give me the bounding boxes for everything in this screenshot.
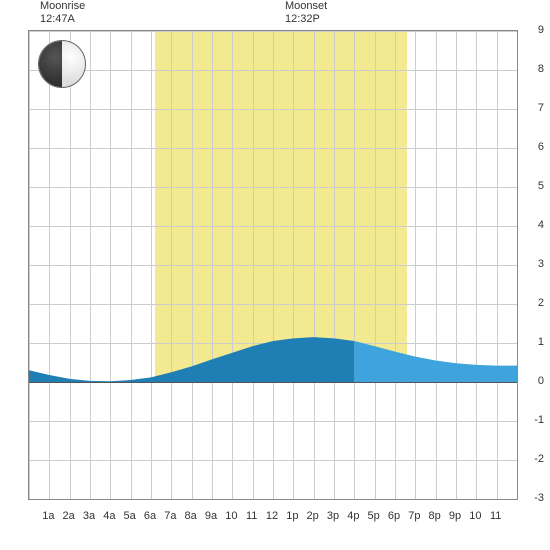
moonset-label: Moonset 12:32P xyxy=(285,0,327,26)
y-tick-label: 3 xyxy=(538,258,544,270)
moonrise-caption: Moonrise xyxy=(40,0,85,12)
x-tick-label: 8a xyxy=(185,510,197,522)
x-tick-label: 4a xyxy=(103,510,115,522)
x-tick-label: 11 xyxy=(490,510,501,522)
y-tick-label: 8 xyxy=(538,63,544,75)
tide-curve xyxy=(29,31,517,499)
moon-light-side xyxy=(62,41,85,87)
moonrise-time: 12:47A xyxy=(40,13,75,25)
x-tick-label: 2p xyxy=(307,510,319,522)
y-tick-label: 2 xyxy=(538,297,544,309)
x-tick-label: 7a xyxy=(164,510,176,522)
x-tick-label: 2a xyxy=(63,510,75,522)
moonset-time: 12:32P xyxy=(285,13,320,25)
y-tick-label: 5 xyxy=(538,180,544,192)
x-tick-label: 9a xyxy=(205,510,217,522)
x-tick-label: 1p xyxy=(286,510,298,522)
x-tick-label: 11 xyxy=(246,510,257,522)
x-tick-label: 12 xyxy=(266,510,278,522)
y-tick-label: 1 xyxy=(538,336,544,348)
moonset-caption: Moonset xyxy=(285,0,327,12)
zero-line xyxy=(29,382,517,383)
x-tick-label: 5p xyxy=(368,510,380,522)
x-tick-label: 10 xyxy=(225,510,237,522)
y-tick-label: -3 xyxy=(534,492,544,504)
grid-line-vertical xyxy=(517,31,518,499)
x-tick-label: 3p xyxy=(327,510,339,522)
x-tick-label: 8p xyxy=(429,510,441,522)
x-tick-label: 5a xyxy=(124,510,136,522)
moon-phase-icon xyxy=(38,40,86,88)
tide-chart-container: Moonrise 12:47A Moonset 12:32P -3-2-1012… xyxy=(0,0,550,550)
x-tick-label: 4p xyxy=(347,510,359,522)
grid-line-horizontal xyxy=(29,499,517,500)
x-tick-label: 3a xyxy=(83,510,95,522)
y-tick-label: 6 xyxy=(538,141,544,153)
moonrise-label: Moonrise 12:47A xyxy=(40,0,85,26)
y-tick-label: -2 xyxy=(534,453,544,465)
y-tick-label: 7 xyxy=(538,102,544,114)
x-tick-label: 1a xyxy=(42,510,54,522)
y-tick-label: 9 xyxy=(538,24,544,36)
x-tick-label: 6a xyxy=(144,510,156,522)
y-tick-label: 4 xyxy=(538,219,544,231)
x-tick-label: 10 xyxy=(469,510,481,522)
x-tick-label: 6p xyxy=(388,510,400,522)
x-tick-label: 7p xyxy=(408,510,420,522)
y-tick-label: 0 xyxy=(538,375,544,387)
x-tick-label: 9p xyxy=(449,510,461,522)
y-tick-label: -1 xyxy=(534,414,544,426)
chart-plot-area xyxy=(28,30,518,500)
tide-area-before xyxy=(29,337,354,382)
tide-area-after xyxy=(354,341,517,382)
